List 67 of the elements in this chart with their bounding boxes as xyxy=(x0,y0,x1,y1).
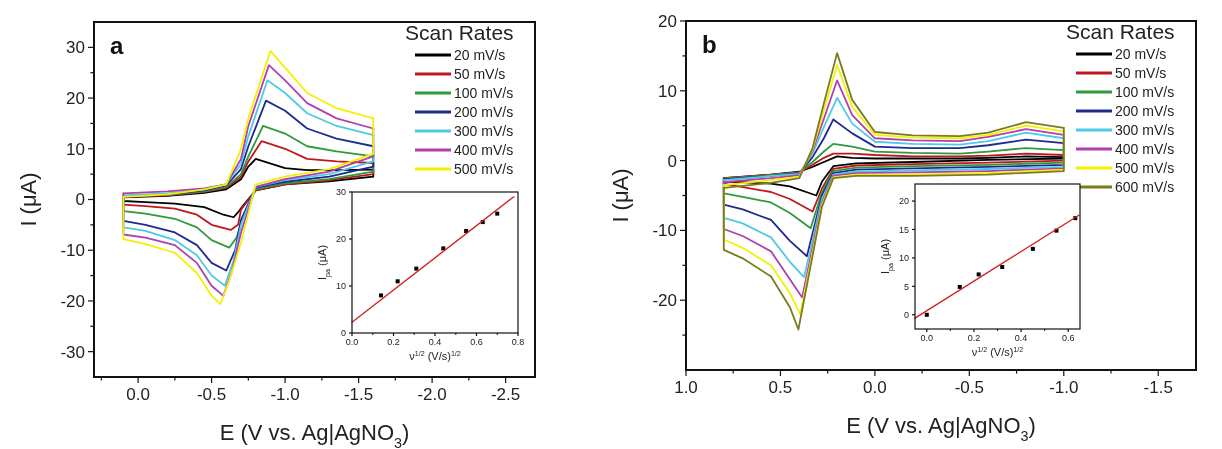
legend-label: 600 mV/s xyxy=(1115,178,1175,195)
legend-label: 300 mV/s xyxy=(454,122,514,139)
y-tick-label: -10 xyxy=(652,221,677,241)
legend-label: 300 mV/s xyxy=(1115,121,1175,138)
x-axis-title: E (V vs. Ag|AgNO$_{3}$) xyxy=(219,420,410,449)
annotation: b xyxy=(702,31,717,58)
y-tick-label: 0 xyxy=(667,151,677,171)
legend-label: 20 mV/s xyxy=(1115,45,1167,62)
x-tick-label: 0.6 xyxy=(470,337,483,347)
x-tick-label: -1.5 xyxy=(1143,378,1173,397)
legend-label: 100 mV/s xyxy=(1115,83,1175,100)
annotation: a xyxy=(110,32,124,59)
y-tick-label: 20 xyxy=(658,11,677,31)
x-tick-label: 0.0 xyxy=(920,333,934,343)
legend-label: 400 mV/s xyxy=(454,141,514,158)
x-tick-label: 0.0 xyxy=(345,337,359,347)
legend-label: 200 mV/s xyxy=(1115,102,1175,119)
x-tick-label: -2.0 xyxy=(417,385,447,404)
x-tick-label: 0.2 xyxy=(967,333,981,343)
legend-label: 200 mV/s xyxy=(454,103,514,120)
legend-label: 100 mV/s xyxy=(454,84,514,101)
y-tick-label: 20 xyxy=(66,89,85,109)
legend-label: 20 mV/s xyxy=(454,46,506,63)
y-tick-label: 20 xyxy=(335,234,346,245)
x-tick-label: 1.0 xyxy=(674,378,698,397)
y-tick-label: -10 xyxy=(60,241,85,261)
x-tick-label: 0.5 xyxy=(768,378,793,397)
legend-label: 500 mV/s xyxy=(1115,159,1175,176)
y-tick-label: -30 xyxy=(60,342,85,362)
y-tick-label: 10 xyxy=(335,281,346,292)
x-axis-title: ν$^{1/2}$ (V/s)$^{1/2}$ xyxy=(409,350,461,362)
x-tick-label: 0.4 xyxy=(428,337,442,347)
y-tick-label: 10 xyxy=(898,253,909,264)
legend-label: 50 mV/s xyxy=(454,65,506,82)
y-axis-title: I (μA) xyxy=(608,168,633,223)
y-tick-label: 20 xyxy=(898,196,909,207)
y-tick-label: -20 xyxy=(652,291,677,311)
x-axis-title: E (V vs. Ag|AgNO$_{3}$) xyxy=(846,413,1036,444)
y-tick-label: 0 xyxy=(75,190,85,210)
x-tick-label: 0.0 xyxy=(126,385,150,404)
legend-title: Scan Rates xyxy=(405,21,514,44)
y-tick-label: 0 xyxy=(340,328,346,339)
y-tick-label: 0 xyxy=(903,309,909,320)
x-tick-label: 0.6 xyxy=(1061,333,1075,343)
y-tick-label: 30 xyxy=(66,38,85,58)
y-axis-title: I (μA) xyxy=(16,172,41,227)
legend-label: 500 mV/s xyxy=(454,160,514,177)
y-tick-label: 15 xyxy=(898,224,909,235)
legend-label: 400 mV/s xyxy=(1115,140,1175,157)
x-axis-title: ν$^{1/2}$ (V/s)$^{1/2}$ xyxy=(971,346,1024,358)
x-tick-label: -0.5 xyxy=(196,385,227,404)
y-tick-label: 10 xyxy=(658,81,677,101)
x-tick-label: 0.0 xyxy=(863,378,887,397)
x-tick-label: 0.4 xyxy=(1014,333,1028,343)
x-tick-label: -1.0 xyxy=(270,385,300,404)
x-tick-label: -1.5 xyxy=(343,385,374,404)
y-tick-label: -20 xyxy=(60,291,85,311)
y-tick-label: 10 xyxy=(66,139,85,159)
legend-title: Scan Rates xyxy=(1066,20,1175,43)
x-tick-label: -1.0 xyxy=(1049,378,1079,397)
legend-label: 50 mV/s xyxy=(1115,64,1167,81)
x-tick-label: -0.5 xyxy=(954,378,984,397)
x-tick-label: 0.8 xyxy=(511,337,525,347)
x-tick-label: 0.2 xyxy=(387,337,400,347)
y-tick-label: 30 xyxy=(335,187,346,198)
y-tick-label: 5 xyxy=(903,281,909,292)
x-tick-label: -2.5 xyxy=(490,385,521,404)
